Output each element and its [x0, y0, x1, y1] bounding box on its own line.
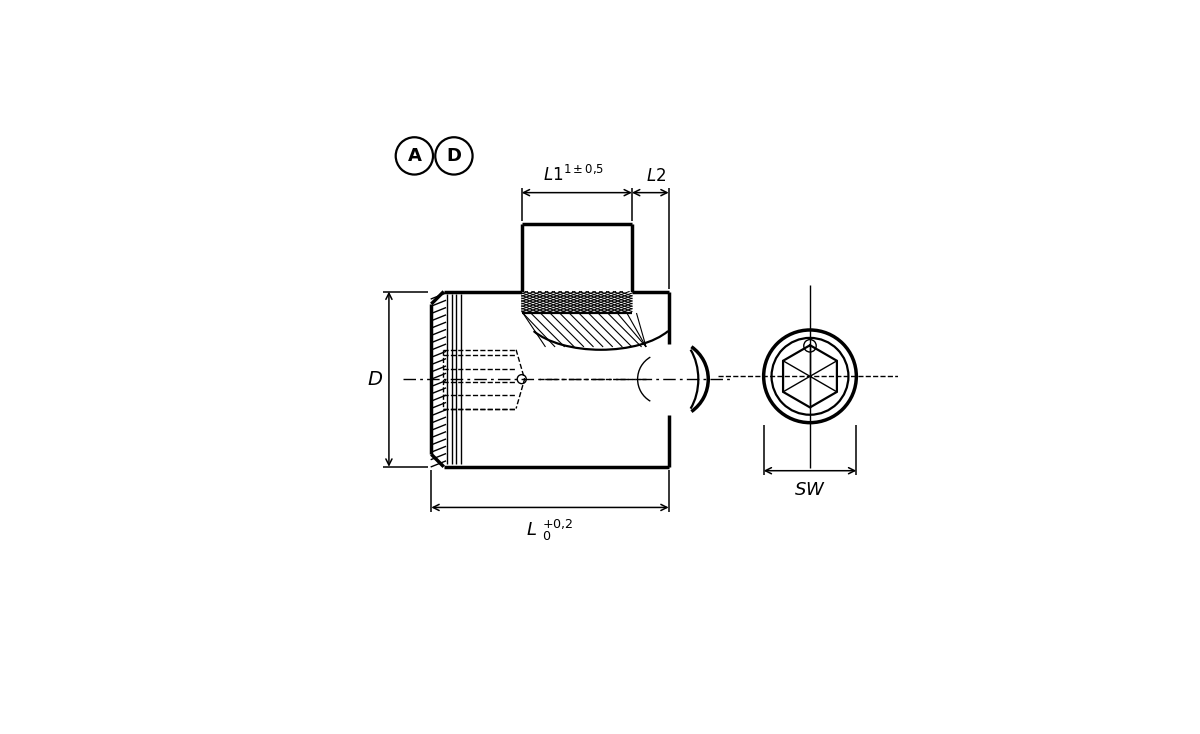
Text: A: A	[408, 147, 421, 165]
Text: $D$: $D$	[367, 370, 383, 388]
Text: $L2$: $L2$	[646, 167, 666, 185]
Text: $L\ ^{+0{,}2}_{0}$: $L\ ^{+0{,}2}_{0}$	[527, 517, 574, 543]
Text: $L1^{1\pm0{,}5}$: $L1^{1\pm0{,}5}$	[544, 165, 605, 185]
Text: $SW$: $SW$	[794, 481, 826, 499]
Text: D: D	[446, 147, 462, 165]
Bar	[522, 291, 632, 313]
Bar	[523, 313, 646, 357]
